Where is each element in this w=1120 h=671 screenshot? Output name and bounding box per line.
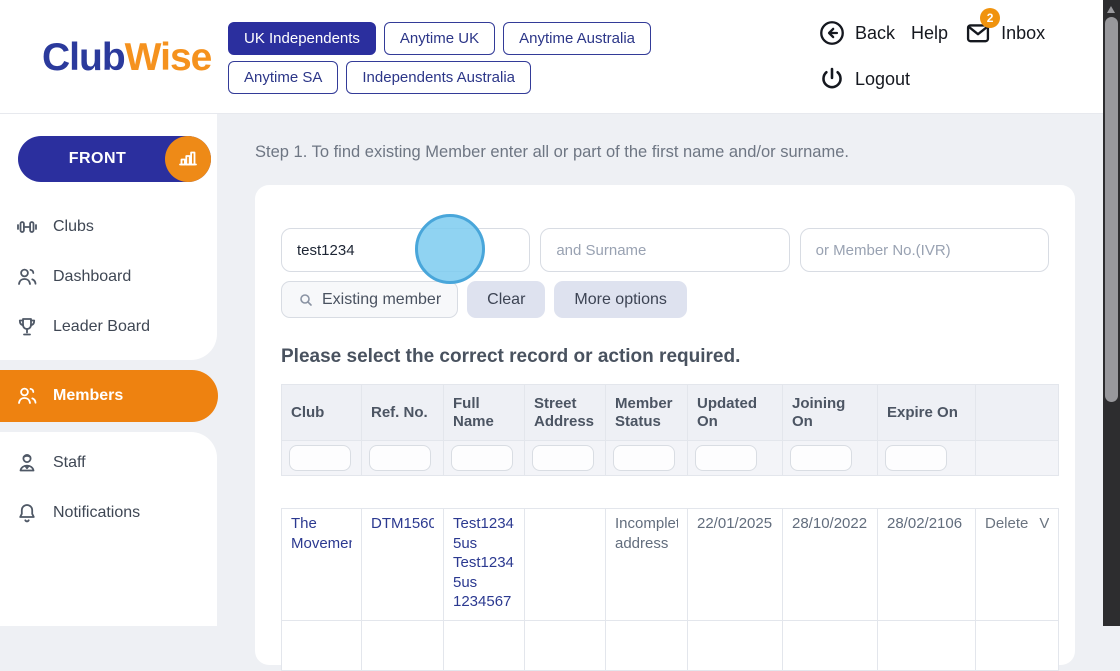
col-expire-on: Expire On	[877, 384, 976, 441]
row-ref-no-cell[interactable]: DTM156095	[361, 508, 444, 621]
sidebar-item-label: Dashboard	[53, 268, 132, 285]
view-link[interactable]: View	[1039, 515, 1049, 532]
col-full-name: Full Name	[443, 384, 525, 441]
sidebar-item-notifications[interactable]: Notifications	[0, 488, 217, 538]
envelope-icon[interactable]	[964, 19, 992, 47]
filter-input-street-address[interactable]	[532, 445, 594, 471]
people-icon	[18, 268, 37, 285]
inbox-badge: 2	[980, 8, 1001, 28]
inbox-link[interactable]: Inbox	[1001, 22, 1046, 43]
clear-button[interactable]: Clear	[467, 281, 546, 318]
row-expire-on-cell: 28/02/2106	[877, 508, 976, 621]
help-link[interactable]: Help	[911, 22, 949, 43]
filter-input-member-status[interactable]	[613, 445, 675, 471]
club-tab-bar: UK Independents Anytime UK Anytime Austr…	[228, 22, 758, 94]
sidebar-item-label: Staff	[53, 454, 86, 471]
header-actions: Back Help 2 Inbox Logout	[818, 8, 1046, 94]
dumbbell-icon	[17, 221, 37, 233]
front-button[interactable]: FRONT	[18, 136, 211, 182]
sidebar-item-label: Notifications	[53, 504, 141, 521]
tab-independents-australia[interactable]: Independents Australia	[346, 61, 531, 94]
row-joining-on-cell: 28/10/2022	[782, 508, 878, 621]
inbox-icon-wrap[interactable]: 2	[964, 8, 1001, 47]
back-icon[interactable]	[818, 19, 846, 47]
row-club-cell[interactable]: The Movement	[281, 508, 362, 621]
col-member-status: Member Status	[605, 384, 688, 441]
tab-anytime-australia[interactable]: Anytime Australia	[503, 22, 652, 55]
person-icon	[19, 454, 35, 472]
power-icon[interactable]	[818, 65, 846, 93]
search-inputs-row	[281, 228, 1049, 272]
search-icon	[300, 293, 312, 306]
column-header-row: Club Ref. No. Full Name Street Address M…	[281, 384, 1059, 441]
existing-member-button[interactable]: Existing member	[281, 281, 459, 318]
sidebar-top-panel: FRONT Clubs Dashboard Leader Board	[0, 114, 217, 360]
sidebar-item-label: Members	[53, 387, 124, 404]
select-record-heading: Please select the correct record or acti…	[281, 346, 741, 367]
row-member-status-cell: Incomplete address	[605, 508, 688, 621]
sidebar-item-label: Clubs	[53, 218, 94, 235]
sidebar-item-label: Leader Board	[53, 318, 150, 335]
clubwise-logo[interactable]: ClubWise	[42, 36, 213, 80]
col-updated-on: Updated On	[687, 384, 783, 441]
row-full-name-cell[interactable]: Test12345us Test12345us 1234567891	[443, 508, 525, 621]
delete-link[interactable]: Delete	[985, 515, 1029, 532]
row-street-address-cell	[524, 508, 606, 621]
people-icon	[18, 387, 37, 404]
filter-input-club[interactable]	[289, 445, 351, 471]
click-highlight-circle	[415, 214, 485, 284]
search-buttons-row: Existing member Clear More options	[281, 281, 1049, 318]
logo-wise-text: Wise	[124, 36, 213, 79]
front-circle	[165, 136, 211, 182]
table-row-partial[interactable]	[281, 620, 1059, 671]
tab-anytime-uk[interactable]: Anytime UK	[383, 22, 496, 55]
vertical-scrollbar[interactable]	[1103, 0, 1120, 626]
filter-input-ref-no[interactable]	[369, 445, 431, 471]
filter-input-full-name[interactable]	[451, 445, 513, 471]
member-search-card: Existing member Clear More options Pleas…	[255, 185, 1075, 671]
first-name-input[interactable]	[281, 228, 531, 272]
logo-club-text: Club	[42, 36, 126, 79]
col-club: Club	[281, 384, 362, 441]
step-instruction: Step 1. To find existing Member enter al…	[255, 143, 849, 161]
scroll-up-arrow-icon[interactable]	[1107, 6, 1115, 13]
filter-row	[281, 440, 1059, 476]
col-ref-no: Ref. No.	[361, 384, 444, 441]
tab-anytime-sa[interactable]: Anytime SA	[228, 61, 339, 94]
results-header-table: Club Ref. No. Full Name Street Address M…	[281, 384, 1059, 476]
row-actions-cell: Delete View	[975, 508, 1059, 621]
filter-input-expire-on[interactable]	[885, 445, 947, 471]
back-link[interactable]: Back	[855, 22, 896, 43]
existing-member-label: Existing member	[322, 290, 442, 308]
member-no-input[interactable]	[799, 228, 1049, 272]
col-street-address: Street Address	[524, 384, 606, 441]
table-row[interactable]: The Movement DTM156095 Test12345us Test1…	[281, 508, 1059, 621]
sidebar-item-leader-board[interactable]: Leader Board	[0, 302, 217, 352]
sidebar-item-clubs[interactable]: Clubs	[0, 202, 217, 252]
trophy-icon	[18, 318, 36, 336]
filter-input-joining-on[interactable]	[790, 445, 852, 471]
sidebar-bottom-panel: Staff Notifications	[0, 432, 217, 626]
front-button-label: FRONT	[68, 150, 127, 167]
sidebar-item-dashboard[interactable]: Dashboard	[0, 252, 217, 302]
results-data-table: The Movement DTM156095 Test12345us Test1…	[281, 508, 1059, 671]
bell-icon	[19, 504, 35, 523]
logout-link[interactable]: Logout	[855, 68, 911, 89]
tab-uk-independents[interactable]: UK Independents	[228, 22, 376, 55]
row-updated-on-cell: 22/01/2025	[687, 508, 783, 621]
sidebar-nav: Clubs Dashboard Leader Board	[0, 202, 217, 352]
sidebar-item-members[interactable]: Members	[0, 370, 218, 422]
surname-input[interactable]	[540, 228, 790, 272]
scrollbar-thumb[interactable]	[1105, 17, 1118, 402]
col-actions	[975, 384, 1059, 441]
more-options-button[interactable]: More options	[554, 281, 687, 318]
filter-input-updated-on[interactable]	[695, 445, 757, 471]
top-header: ClubWise UK Independents Anytime UK Anyt…	[0, 0, 1120, 114]
sidebar-item-staff[interactable]: Staff	[0, 438, 217, 488]
bar-chart-icon	[179, 151, 197, 166]
col-joining-on: Joining On	[782, 384, 878, 441]
